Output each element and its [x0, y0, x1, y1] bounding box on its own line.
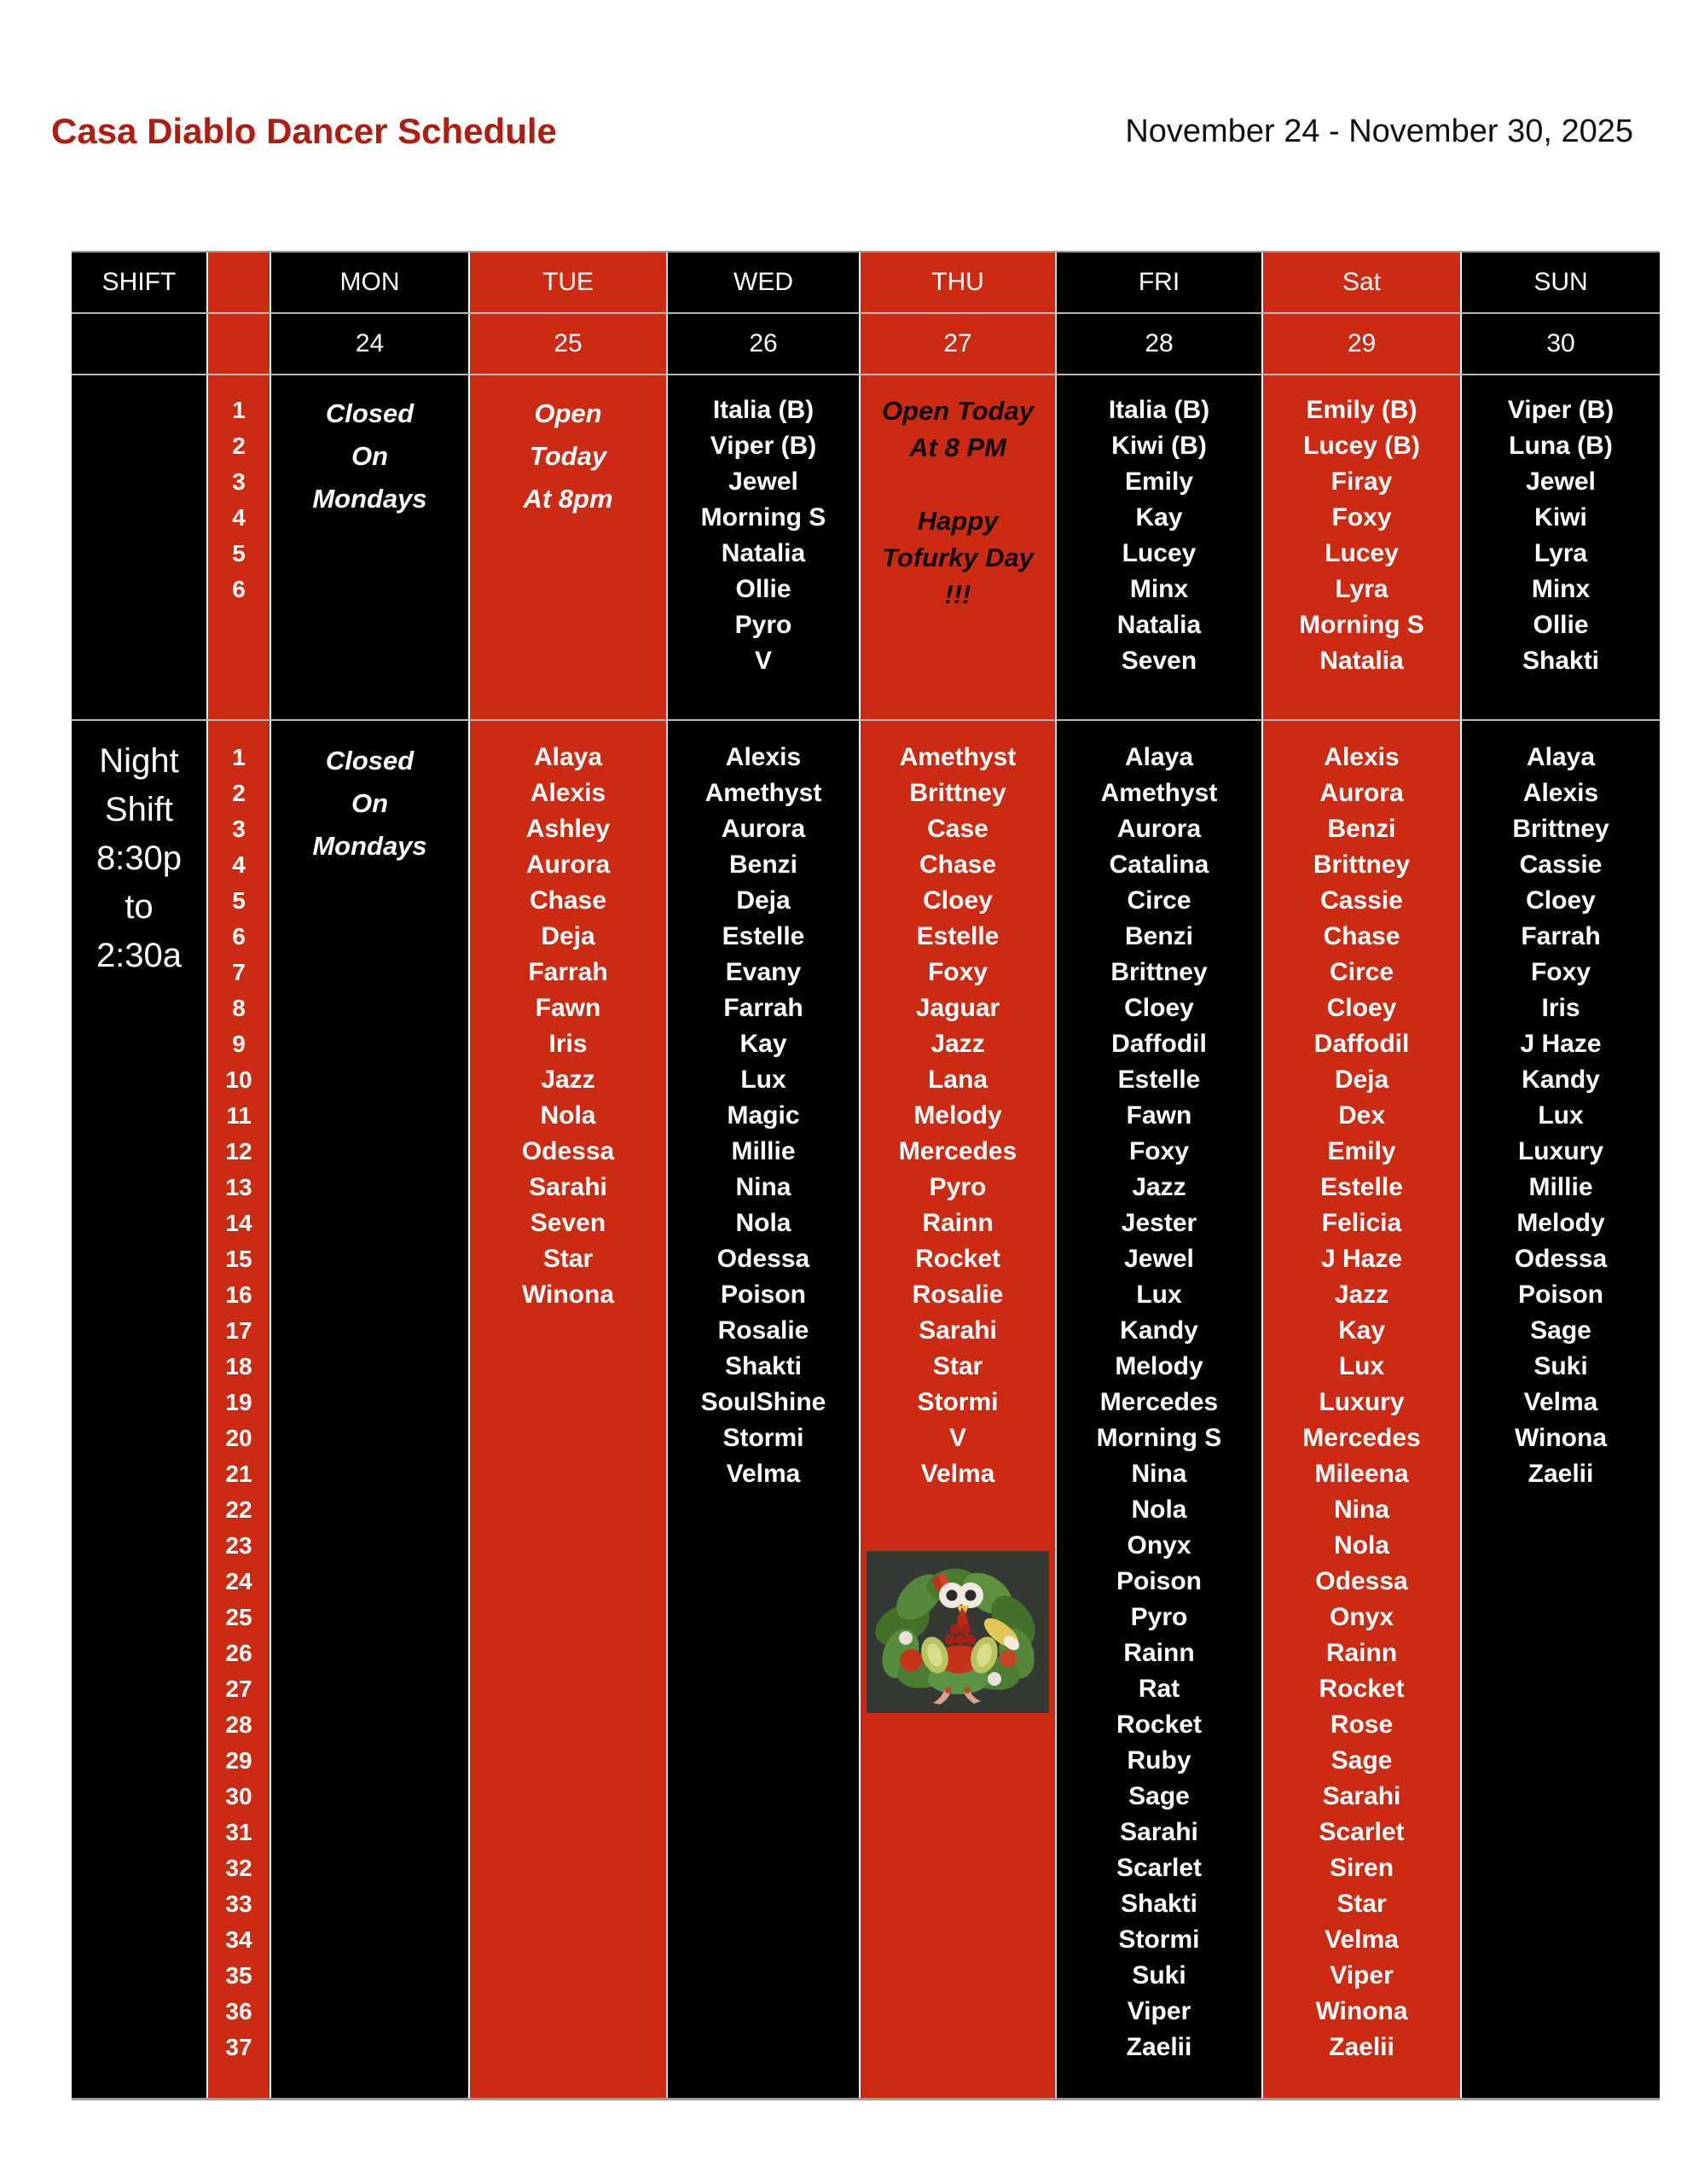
- day-mon-message: Closed On Mondays: [271, 375, 468, 719]
- header-wed: WED: [668, 253, 859, 312]
- day-shift-label-cell: [72, 375, 206, 719]
- date-sun: 30: [1462, 314, 1660, 374]
- day-sun-dancer-list: Viper (B) Luna (B) Jewel Kiwi Lyra Minx Ollie S…: [1462, 375, 1660, 719]
- dates-row: 24 25 26 27 28 29 30: [72, 312, 1660, 374]
- date-number-col: [208, 314, 270, 374]
- date-wed: 26: [668, 314, 859, 374]
- night-sat-dancer-list: Alexis Aurora Benzi Brittney Cassie Chase Circ…: [1263, 721, 1460, 2098]
- night-thu-cell: Amethyst Brittney Case Chase Cloey Estelle Fox…: [861, 721, 1055, 2098]
- date-tue: 25: [470, 314, 666, 374]
- date-fri: 28: [1057, 314, 1261, 374]
- header-tue: TUE: [470, 253, 666, 312]
- night-sun-dancer-list: Alaya Alexis Brittney Cassie Cloey Farrah Foxy…: [1462, 721, 1660, 2098]
- header-mon: MON: [271, 253, 468, 312]
- night-fri-dancer-list: Alaya Amethyst Aurora Catalina Circe Benzi Bri…: [1057, 721, 1261, 2098]
- schedule-table: SHIFT MON TUE WED THU FRI Sat SUN 24 25 …: [72, 251, 1660, 2100]
- header-row: SHIFT MON TUE WED THU FRI Sat SUN: [72, 253, 1660, 312]
- night-mon-message: Closed On Mondays: [271, 721, 468, 2098]
- night-wed-dancer-list: Alexis Amethyst Aurora Benzi Deja Estelle Evan…: [668, 721, 859, 2098]
- night-shift-label: Night Shift 8:30p to 2:30a: [72, 721, 206, 2098]
- header-sun: SUN: [1462, 253, 1660, 312]
- page-title: Casa Diablo Dancer Schedule: [51, 111, 557, 151]
- date-shift: [72, 314, 206, 374]
- header-number-col: [208, 253, 270, 312]
- day-fri-dancer-list: Italia (B) Kiwi (B) Emily Kay Lucey Minx Natal…: [1057, 375, 1261, 719]
- night-number-list: 1 2 3 4 5 6 7 8 9 10 11 12 13 14 15 16 17 18 19 20 21 22 23 24 2…: [208, 721, 270, 2098]
- header-shift: SHIFT: [72, 253, 206, 312]
- header-thu: THU: [861, 253, 1055, 312]
- date-mon: 24: [271, 314, 468, 374]
- night-tue-dancer-list: Alaya Alexis Ashley Aurora Chase Deja Farrah Fa…: [470, 721, 666, 2098]
- date-sat: 29: [1263, 314, 1460, 374]
- day-tue-message: Open Today At 8pm: [470, 375, 666, 719]
- night-thu-dancer-list: Amethyst Brittney Case Chase Cloey Estelle Fox…: [898, 743, 1017, 1488]
- header-fri: FRI: [1057, 253, 1261, 312]
- day-wed-dancer-list: Italia (B) Viper (B) Jewel Morning S Natalia…: [668, 375, 859, 719]
- day-thu-message: Open Today At 8 PM Happy Tofurky Day!!!: [861, 375, 1055, 719]
- date-range: November 24 - November 30, 2025: [1125, 113, 1633, 149]
- header-sat: Sat: [1263, 253, 1460, 312]
- day-sat-dancer-list: Emily (B) Lucey (B) Firay Foxy Lucey Lyra Morn…: [1263, 375, 1460, 719]
- date-thu: 27: [861, 314, 1055, 374]
- veggie-turkey-image: [867, 1551, 1049, 1713]
- night-shift-section: Night Shift 8:30p to 2:30a 1 2 3 4 5 6 7 8 9 10 11 12 13…: [72, 719, 1660, 2098]
